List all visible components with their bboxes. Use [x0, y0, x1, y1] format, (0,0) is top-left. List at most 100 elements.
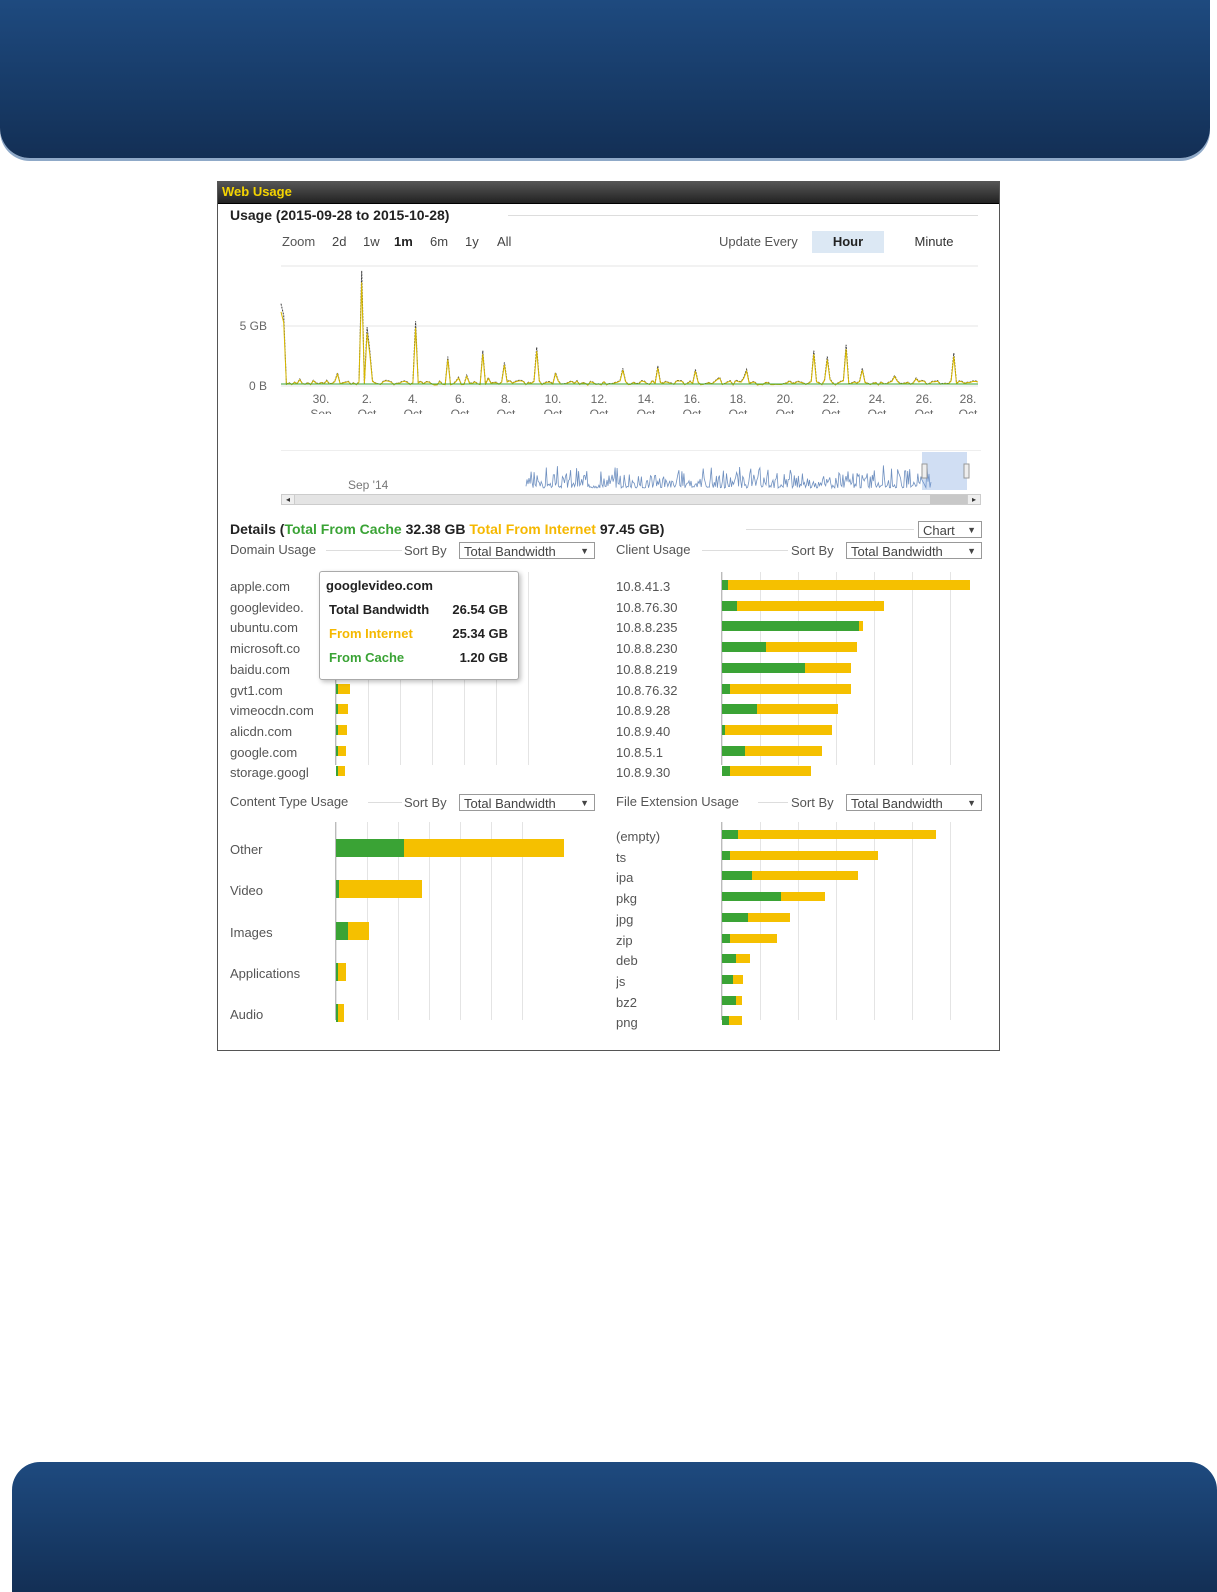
x-tick-label: 30. Sep — [310, 392, 332, 414]
client-internet-bar[interactable] — [744, 745, 822, 756]
content_type-sort-select[interactable]: Total Bandwidth ▼ — [459, 794, 595, 811]
file_ext-internet-bar[interactable] — [736, 995, 742, 1005]
file_ext-sort-select[interactable]: Total Bandwidth ▼ — [846, 794, 982, 811]
domain-cache-bar[interactable] — [336, 683, 338, 694]
update-hour-button[interactable]: Hour — [812, 231, 884, 253]
file_ext-row-label: bz2 — [616, 994, 637, 1010]
update-minute-button[interactable]: Minute — [914, 234, 954, 249]
file_ext-internet-bar[interactable] — [736, 954, 750, 964]
file_ext-row-label: js — [616, 973, 626, 989]
domain-internet-bar[interactable] — [338, 745, 346, 756]
file_ext-cache-bar[interactable] — [722, 1016, 729, 1026]
domain-internet-bar[interactable] — [338, 704, 348, 715]
file_ext-internet-bar[interactable] — [752, 871, 858, 881]
content_type-internet-bar[interactable] — [338, 880, 423, 899]
client-row-label: 10.8.76.32 — [616, 682, 678, 698]
client-internet-bar[interactable] — [728, 580, 970, 590]
file_ext-internet-bar[interactable] — [729, 1016, 742, 1026]
client-cache-bar[interactable] — [722, 704, 758, 715]
file_ext-internet-bar[interactable] — [730, 850, 878, 860]
content_type-cache-bar[interactable] — [336, 1004, 338, 1023]
zoom-All-button[interactable]: All — [497, 234, 512, 249]
grid-line — [950, 822, 951, 1020]
content_type-internet-bar[interactable] — [338, 962, 346, 981]
domain-sort-select[interactable]: Total Bandwidth ▼ — [459, 542, 595, 559]
content_type-cache-bar[interactable] — [336, 880, 339, 899]
client-internet-bar[interactable] — [730, 766, 812, 777]
file_ext-row-label: ts — [616, 849, 627, 865]
x-tick-label: 8. Oct — [497, 392, 516, 414]
file_ext-cache-bar[interactable] — [722, 850, 730, 860]
file_ext-row-label: pkg — [616, 891, 637, 907]
usage-title: Usage (2015-09-28 to 2015-10-28) — [230, 207, 450, 223]
client-internet-bar[interactable] — [757, 704, 839, 715]
domain-internet-bar[interactable] — [338, 724, 347, 735]
file_ext-cache-bar[interactable] — [722, 954, 736, 964]
content_type-cache-bar[interactable] — [336, 962, 338, 981]
file_ext-row-label: deb — [616, 953, 638, 969]
client-cache-bar[interactable] — [722, 621, 860, 632]
file_ext-cache-bar[interactable] — [722, 912, 748, 922]
client-cache-bar[interactable] — [722, 683, 731, 694]
file_ext-internet-bar[interactable] — [748, 912, 790, 922]
zoom-6m-button[interactable]: 6m — [430, 234, 449, 249]
content_type-row-label: Audio — [230, 1007, 264, 1023]
client-internet-bar[interactable] — [805, 662, 851, 673]
file_ext-cache-bar[interactable] — [722, 995, 736, 1005]
domain-internet-bar[interactable] — [338, 766, 345, 777]
content_type-internet-bar[interactable] — [403, 839, 564, 857]
content_type-internet-bar[interactable] — [347, 921, 369, 940]
navigator-label: Sep '14 — [348, 478, 389, 492]
file_ext-row-label: (empty) — [616, 829, 661, 844]
file_ext-internet-bar[interactable] — [730, 933, 777, 943]
zoom-1m-button[interactable]: 1m — [394, 234, 413, 249]
domain-row-label: apple.com — [230, 579, 290, 594]
zoom-1w-button[interactable]: 1w — [363, 234, 380, 249]
file_ext-cache-bar[interactable] — [722, 871, 752, 881]
zoom-label: Zoom — [282, 234, 316, 249]
domain-cache-bar[interactable] — [336, 766, 338, 777]
client-internet-bar[interactable] — [859, 621, 864, 632]
client-cache-bar[interactable] — [722, 580, 729, 590]
content_type-cache-bar[interactable] — [336, 839, 404, 857]
y-tick-label: 5 GB — [240, 319, 267, 333]
file_ext-cache-bar[interactable] — [722, 933, 730, 943]
navigator-chart[interactable] — [281, 450, 981, 498]
client-cache-bar[interactable] — [722, 724, 726, 735]
file_ext-cache-bar[interactable] — [722, 892, 781, 902]
file_ext-internet-bar[interactable] — [781, 892, 825, 902]
file_ext-internet-bar[interactable] — [738, 830, 936, 839]
domain-row-label: baidu.com — [230, 661, 290, 677]
client-internet-bar[interactable] — [730, 683, 851, 694]
web-usage-panel: Web Usage Usage (2015-09-28 to 2015-10-2… — [217, 181, 1000, 1051]
zoom-2d-button[interactable]: 2d — [332, 234, 347, 249]
view-mode-select[interactable]: Chart ▼ — [918, 521, 982, 538]
client-internet-bar[interactable] — [725, 724, 833, 735]
domain-cache-bar[interactable] — [336, 704, 338, 715]
file_ext-internet-bar[interactable] — [733, 974, 743, 984]
client-internet-bar[interactable] — [765, 642, 858, 653]
client-cache-bar[interactable] — [722, 766, 731, 777]
domain-cache-bar[interactable] — [336, 724, 338, 735]
scroll-thumb[interactable] — [930, 495, 968, 504]
scroll-left-arrow[interactable]: ◂ — [282, 495, 295, 504]
file_ext-cache-bar[interactable] — [722, 830, 738, 839]
client-cache-bar[interactable] — [722, 662, 806, 673]
content_type-internet-bar[interactable] — [338, 1004, 344, 1023]
domain-row-label: google.com — [230, 744, 298, 760]
zoom-1y-button[interactable]: 1y — [465, 234, 479, 249]
grid-line — [874, 822, 875, 1020]
domain-cache-bar[interactable] — [336, 745, 338, 756]
client-cache-bar[interactable] — [722, 745, 745, 756]
scroll-right-arrow[interactable]: ▸ — [967, 495, 980, 504]
navigator-series-line — [525, 465, 932, 490]
client-sort-select[interactable]: Total Bandwidth ▼ — [846, 542, 982, 559]
file_ext-cache-bar[interactable] — [722, 974, 733, 984]
client-internet-bar[interactable] — [736, 600, 885, 611]
client-cache-bar[interactable] — [722, 600, 737, 611]
navigator-scrollbar[interactable]: ◂ ▸ — [281, 494, 981, 505]
navigator-left-handle — [921, 463, 928, 479]
client-cache-bar[interactable] — [722, 642, 766, 653]
content_type-cache-bar[interactable] — [336, 921, 348, 940]
domain-internet-bar[interactable] — [338, 683, 350, 694]
